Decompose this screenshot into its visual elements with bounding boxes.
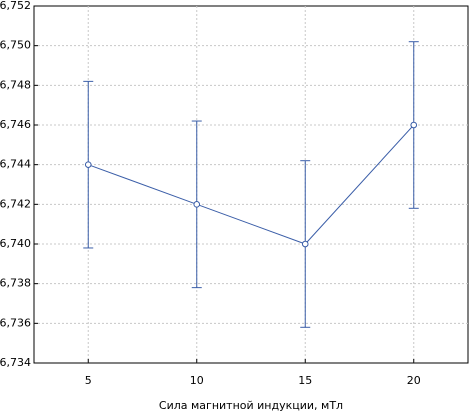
y-tick-label: 6,734: [0, 356, 31, 369]
x-tick-label: 20: [407, 374, 421, 387]
y-tick-label: 6,736: [0, 316, 31, 329]
data-point: [410, 121, 418, 129]
data-line: [88, 124, 415, 245]
y-tick-label: 6,750: [0, 39, 31, 52]
y-tick-label: 6,748: [0, 78, 31, 91]
plot-frame: [33, 5, 469, 364]
y-tick-label: 6,752: [0, 0, 31, 12]
x-tick-label: 5: [85, 374, 92, 387]
data-point: [84, 161, 92, 168]
x-axis-label: Сила магнитной индукции, мТл: [159, 399, 343, 412]
y-tick-label: 6,742: [0, 197, 31, 210]
x-tick-label: 10: [190, 374, 204, 387]
y-tick-label: 6,746: [0, 118, 31, 131]
x-tick-label: 15: [298, 374, 312, 387]
y-tick-label: 6,740: [0, 237, 31, 250]
data-point: [193, 201, 201, 208]
data-point: [301, 240, 309, 248]
y-tick-label: 6,738: [0, 277, 31, 290]
y-tick-label: 6,744: [0, 158, 31, 171]
